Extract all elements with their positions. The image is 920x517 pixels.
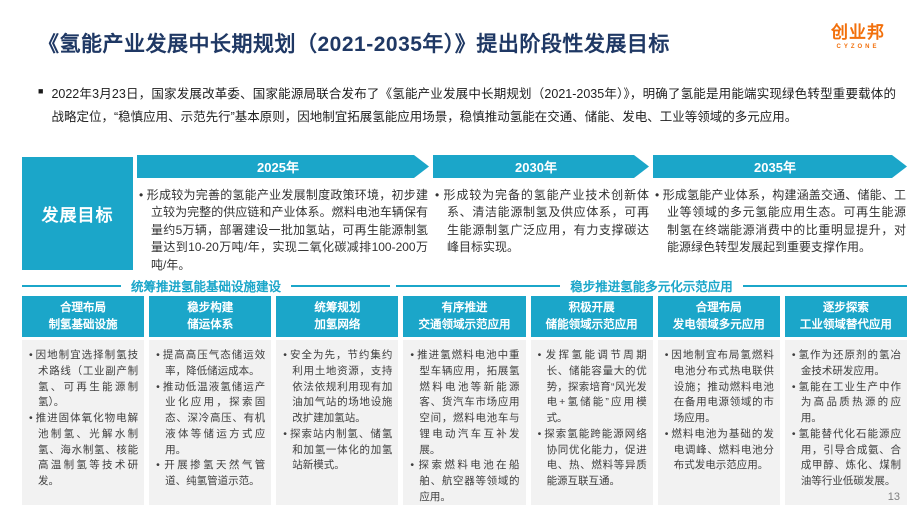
goal-2030-text: 形成较为完备的氢能产业技术创新体系、清洁能源制氢及供应体系，可再生能源制氢广泛应… — [435, 187, 649, 257]
panel-bullet: 发挥氢能调节周期长、储能容量大的优势，探索培育“风光发电+氢储能”应用模式。 — [538, 348, 646, 427]
column-header-line2: 发电领域多元应用 — [672, 318, 765, 331]
column-header-line2: 工业领域替代应用 — [799, 318, 892, 331]
panel-bullet: 探索燃料电池在船舶、航空器等领域的应用。 — [410, 458, 519, 505]
column-header-line1: 统筹规划 — [314, 302, 361, 315]
section-header-infrastructure: 统筹推进氢能基础设施建设 — [22, 276, 391, 295]
panel-bullet: 推进固体氧化物电解池制氢、光解水制氢、海水制氢、核能高温制氢等技术研发。 — [29, 411, 138, 490]
panel-hydrogen-production: 因地制宜选择制氢技术路线（工业副产制氢、可再生能源制氢）。 推进固体氧化物电解池… — [22, 340, 145, 505]
column-panels-row: 因地制宜选择制氢技术路线（工业副产制氢、可再生能源制氢）。 推进固体氧化物电解池… — [22, 340, 907, 505]
panel-bullet: 推进氢燃料电池中重型车辆应用，拓展氢燃料电池等新能源客、货汽车市场应用空间，燃料… — [410, 348, 519, 458]
panel-industry: 氢作为还原剂的氢冶金技术研发应用。 氢能在工业生产中作为高品质热源的应用。 氢能… — [784, 340, 907, 505]
column-header-line2: 交通领域示范应用 — [418, 318, 511, 331]
panel-bullet: 安全为先，节约集约利用土地资源，支持依法依规利用现有加油加气站的场地设施改扩建加… — [283, 348, 392, 427]
column-header-energy-storage: 积极开展 储能领域示范应用 — [530, 296, 653, 337]
divider-line — [396, 284, 561, 287]
column-header-line1: 逐步探索 — [822, 302, 869, 315]
column-header-transportation: 有序推进 交通领域示范应用 — [403, 296, 526, 337]
column-header-storage-transport: 稳步构建 储运体系 — [149, 296, 272, 337]
column-header-power-generation: 合理布局 发电领域多元应用 — [657, 296, 780, 337]
column-header-line2: 加氢网络 — [314, 318, 361, 331]
page-number: 13 — [887, 491, 900, 503]
panel-energy-storage: 发挥氢能调节周期长、储能容量大的优势，探索培育“风光发电+氢储能”应用模式。 探… — [530, 340, 653, 505]
page-title: 《氢能产业发展中长期规划（2021-2035年）》提出阶段性发展目标 — [38, 33, 670, 56]
column-header-industry: 逐步探索 工业领域替代应用 — [784, 296, 907, 337]
panel-bullet: 氢能在工业生产中作为高品质热源的应用。 — [792, 380, 901, 427]
timeline-arrows: 2025年 2030年 2035年 — [137, 155, 907, 178]
intro-paragraph: ■ 2022年3月23日，国家发展改革委、国家能源局联合发布了《氢能产业发展中长… — [38, 83, 896, 129]
panel-bullet: 探索氢能跨能源网络协同优化能力，促进电、热、燃料等异质能源互联互通。 — [538, 427, 646, 490]
panel-bullet: 氢作为还原剂的氢冶金技术研发应用。 — [792, 348, 901, 380]
timeline-arrow-2025: 2025年 — [137, 155, 429, 178]
goal-2025-text: 形成较为完善的氢能产业发展制度政策环境，初步建立较为完整的供应链和产业体系。燃料… — [139, 187, 428, 274]
panel-bullet: 因地制宜布局氢燃料电池分布式热电联供设施；推动燃料电池在备用电源领域的市场应用。 — [665, 348, 773, 427]
column-header-line2: 储运体系 — [187, 318, 234, 331]
panel-bullet: 燃料电池为基础的发电调峰、燃料电池分布式发电示范应用。 — [665, 427, 773, 474]
square-bullet-icon: ■ — [38, 86, 44, 96]
divider-line — [291, 284, 391, 287]
column-header-line1: 合理布局 — [60, 302, 107, 315]
column-header-line1: 有序推进 — [441, 302, 488, 315]
panel-transportation: 推进氢燃料电池中重型车辆应用，拓展氢燃料电池等新能源客、货汽车市场应用空间，燃料… — [403, 340, 526, 505]
section-header-infrastructure-text: 统筹推进氢能基础设施建设 — [131, 280, 282, 294]
goal-2030: 形成较为完备的氢能产业技术创新体系、清洁能源制氢及供应体系，可再生能源制氢广泛应… — [435, 187, 649, 257]
intro-text: 2022年3月23日，国家发展改革委、国家能源局联合发布了《氢能产业发展中长期规… — [51, 87, 896, 124]
brand-logo: 创业邦 CYZONE — [816, 18, 900, 50]
panel-bullet: 氢能替代化石能源应用，引导合成氨、合成甲醇、炼化、煤制油等行业低碳发展。 — [792, 427, 901, 490]
column-header-line1: 稳步构建 — [187, 302, 234, 315]
section-header-applications: 稳步推进氢能多元化示范应用 — [396, 276, 908, 295]
panel-power-generation: 因地制宜布局氢燃料电池分布式热电联供设施；推动燃料电池在备用电源领域的市场应用。… — [657, 340, 780, 505]
column-header-line1: 合理布局 — [695, 302, 742, 315]
panel-bullet: 因地制宜选择制氢技术路线（工业副产制氢、可再生能源制氢）。 — [29, 348, 138, 411]
panel-refueling-network: 安全为先，节约集约利用土地资源，支持依法依规利用现有加油加气站的场地设施改扩建加… — [276, 340, 399, 505]
panel-bullet: 开展掺氢天然气管道、纯氢管道示范。 — [156, 458, 265, 490]
column-header-hydrogen-production: 合理布局 制氢基础设施 — [22, 296, 145, 337]
divider-line — [22, 284, 121, 287]
goal-2025: 形成较为完善的氢能产业发展制度政策环境，初步建立较为完整的供应链和产业体系。燃料… — [139, 187, 428, 274]
panel-bullet: 推动低温液氢储运产业化应用，探索固态、深冷高压、有机液体等储运方式应用。 — [156, 380, 265, 459]
development-goal-label: 发展目标 — [22, 157, 133, 270]
column-header-line2: 制氢基础设施 — [48, 318, 118, 331]
panel-storage-transport: 提高高压气态储运效率，降低储运成本。 推动低温液氢储运产业化应用，探索固态、深冷… — [149, 340, 272, 505]
section-header-applications-text: 稳步推进氢能多元化示范应用 — [570, 280, 733, 294]
column-headers-row: 合理布局 制氢基础设施 稳步构建 储运体系 统筹规划 加氢网络 有序推进 交通领… — [22, 296, 907, 337]
column-header-line1: 积极开展 — [568, 302, 615, 315]
timeline-arrow-2035: 2035年 — [653, 155, 907, 178]
column-header-refueling-network: 统筹规划 加氢网络 — [276, 296, 399, 337]
timeline-arrow-2030: 2030年 — [433, 155, 649, 178]
divider-line — [742, 284, 908, 287]
panel-bullet: 提高高压气态储运效率，降低储运成本。 — [156, 348, 265, 380]
goal-2035-text: 形成氢能产业体系，构建涵盖交通、储能、工业等领域的多元氢能应用生态。可再生能源制… — [655, 187, 906, 257]
column-header-line2: 储能领域示范应用 — [545, 318, 638, 331]
brand-logo-subtitle: CYZONE — [836, 44, 880, 50]
brand-logo-name: 创业邦 — [831, 23, 885, 42]
goal-2035: 形成氢能产业体系，构建涵盖交通、储能、工业等领域的多元氢能应用生态。可再生能源制… — [655, 187, 906, 257]
panel-bullet: 探索站内制氢、储氢和加氢一体化的加氢站新模式。 — [283, 427, 392, 474]
